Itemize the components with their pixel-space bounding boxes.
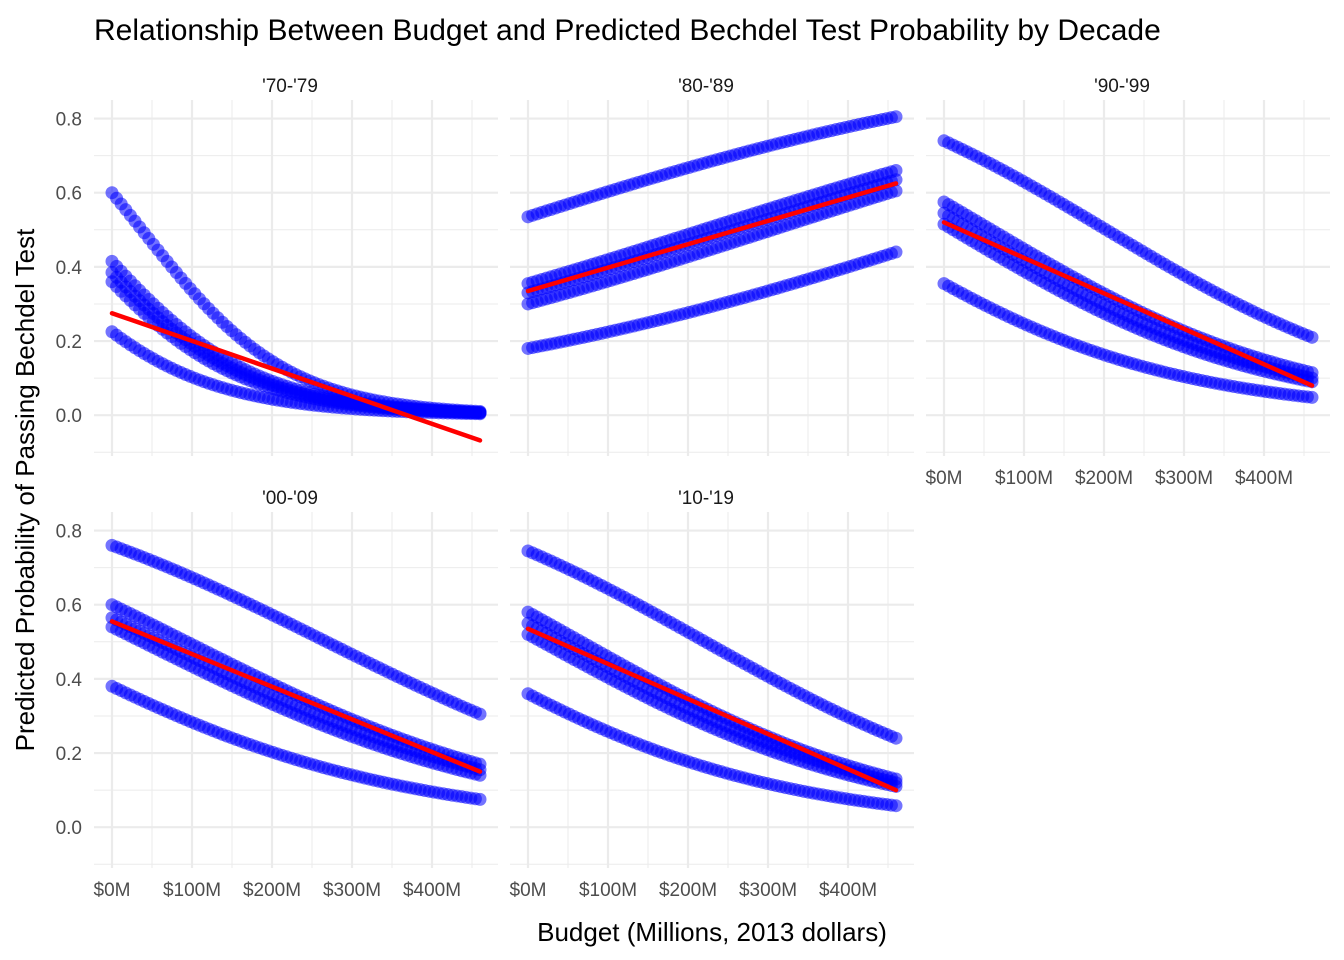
y-axis-title: Predicted Probability of Passing Bechdel… [10,228,40,751]
panels-group: '70-'79 0.0 0.2 0.4 0.6 0.8 '80-'89 '90-'99 $0M $… [56,76,1330,901]
series-curve-3 [105,620,487,782]
trend-line [525,181,899,294]
trend-line [525,626,899,793]
x-tick-label: $300M [323,880,381,901]
x-tick-label: $100M [995,468,1053,489]
panel-strip-label: '10-'19 [678,488,734,509]
series-curve-0 [521,544,903,745]
x-tick-label: $400M [819,880,877,901]
panel-1: '80-'89 [510,76,914,456]
series-curve-3 [521,184,903,311]
data-point [889,110,903,124]
x-tick-label: $100M [163,880,221,901]
panel-strip-label: '00-'09 [262,488,318,509]
series-curve-4 [937,277,1319,404]
x-tick-label: $300M [739,880,797,901]
panel-0: '70-'79 0.0 0.2 0.4 0.6 0.8 [56,76,498,456]
data-point [1305,330,1319,344]
data-point [889,163,903,177]
x-tick-label: $0M [94,880,131,901]
y-tick-label: 0.2 [56,744,82,765]
x-tick-label: $200M [1075,468,1133,489]
x-tick-label: $200M [659,880,717,901]
x-tick-label: $300M [1155,468,1213,489]
x-tick-label: $200M [243,880,301,901]
series-curve-1 [521,605,903,786]
x-tick-label: $0M [926,468,963,489]
y-tick-label: 0.4 [56,258,83,279]
y-tick-label: 0.0 [56,406,82,427]
x-tick-label: $400M [1235,468,1293,489]
panel-3: '00-'09 0.0 0.2 0.4 0.6 0.8 $0M $100M $200M $300M… [56,488,498,901]
series-curve-0 [105,538,487,721]
data-point [1305,390,1319,404]
data-point [473,792,487,806]
y-tick-label: 0.8 [56,522,82,543]
x-tick-label: $100M [579,880,637,901]
trend-line [109,619,483,774]
y-tick-label: 0.8 [56,110,82,131]
data-point [473,707,487,721]
data-point [889,245,903,259]
x-tick-label: $400M [403,880,461,901]
y-tick-label: 0.2 [56,332,82,353]
series-curve-4 [521,687,903,813]
trend-line [109,310,483,443]
y-tick-label: 0.6 [56,596,82,617]
data-point [889,799,903,813]
trend-line [941,220,1315,388]
y-tick-label: 0.6 [56,184,82,205]
series-curve-4 [521,245,903,355]
y-tick-label: 0.4 [56,670,83,691]
data-point [889,184,903,198]
series-curve-0 [937,134,1319,344]
y-tick-label: 0.0 [56,818,82,839]
series-curve-4 [105,679,487,806]
data-point [473,407,487,421]
panel-4: '10-'19 $0M $100M $200M $300M $400M [510,488,914,901]
chart-title: Relationship Between Budget and Predicte… [94,14,1161,47]
series-curve-0 [521,110,903,224]
panel-strip-label: '80-'89 [678,76,734,97]
panel-2: '90-'99 $0M $100M $200M $300M $400M [926,76,1330,489]
panel-strip-label: '90-'99 [1094,76,1150,97]
data-point [889,731,903,745]
panel-strip-label: '70-'79 [262,76,318,97]
x-tick-label: $0M [510,880,547,901]
x-axis-title: Budget (Millions, 2013 dollars) [537,917,887,947]
series-curve-1 [937,195,1319,380]
